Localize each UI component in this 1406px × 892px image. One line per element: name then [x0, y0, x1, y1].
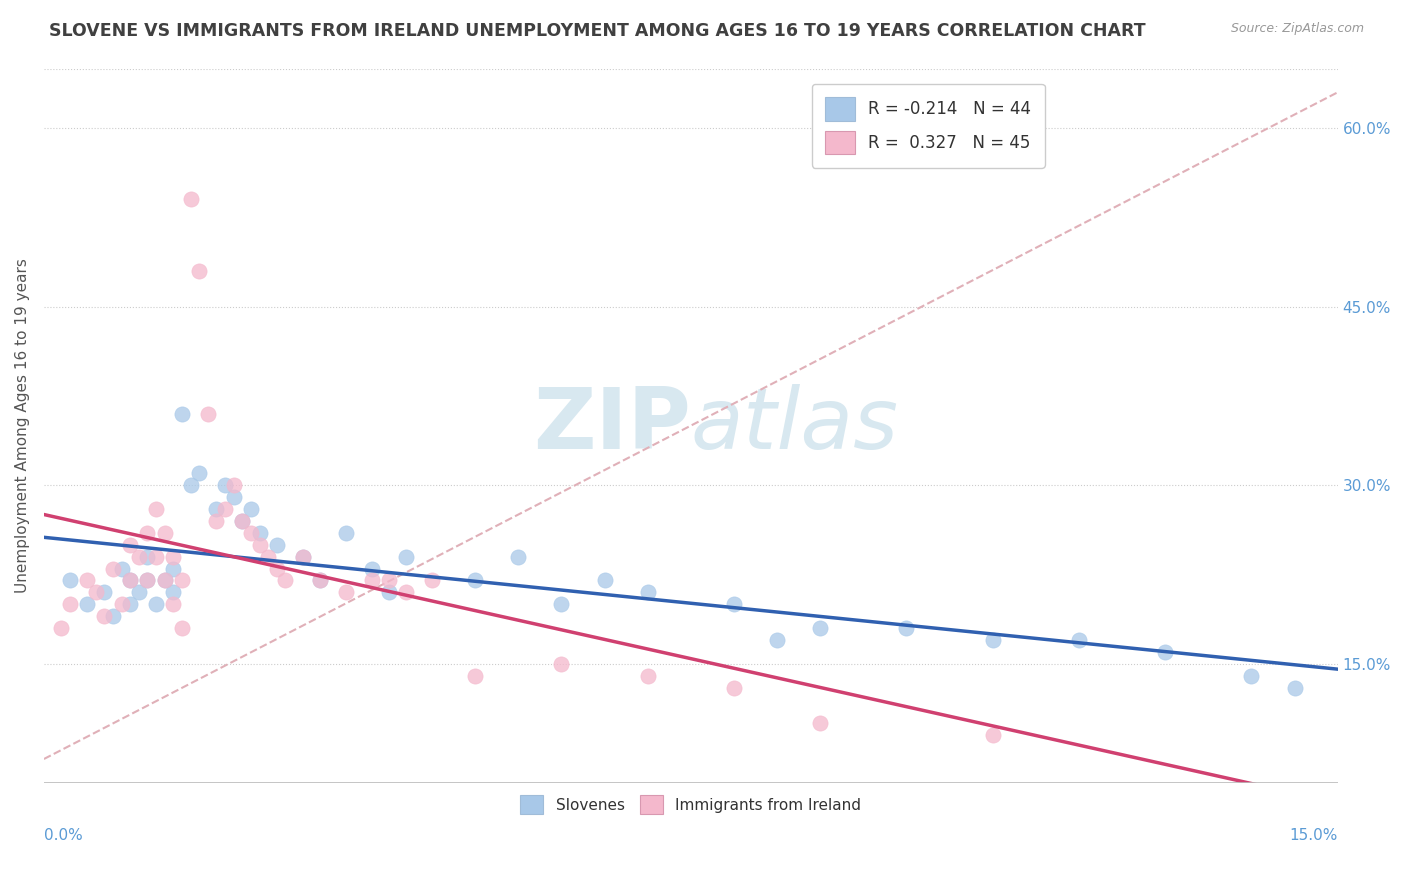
Point	[101, 561, 124, 575]
Point	[222, 490, 245, 504]
Point	[197, 407, 219, 421]
Point	[981, 632, 1004, 647]
Point	[395, 549, 418, 564]
Text: ZIP: ZIP	[533, 384, 690, 467]
Point	[170, 407, 193, 421]
Point	[153, 525, 176, 540]
Point	[266, 538, 288, 552]
Point	[188, 467, 211, 481]
Point	[1154, 645, 1177, 659]
Point	[110, 561, 132, 575]
Point	[145, 502, 167, 516]
Text: 0.0%: 0.0%	[44, 828, 83, 843]
Y-axis label: Unemployment Among Ages 16 to 19 years: Unemployment Among Ages 16 to 19 years	[15, 258, 30, 593]
Point	[508, 549, 530, 564]
Text: 15.0%: 15.0%	[1289, 828, 1337, 843]
Point	[309, 574, 332, 588]
Point	[335, 585, 357, 599]
Text: SLOVENE VS IMMIGRANTS FROM IRELAND UNEMPLOYMENT AMONG AGES 16 TO 19 YEARS CORREL: SLOVENE VS IMMIGRANTS FROM IRELAND UNEMP…	[49, 22, 1146, 40]
Point	[128, 585, 150, 599]
Text: atlas: atlas	[690, 384, 898, 467]
Point	[59, 574, 82, 588]
Point	[239, 525, 262, 540]
Point	[420, 574, 443, 588]
Point	[84, 585, 107, 599]
Point	[170, 621, 193, 635]
Legend: Slovenes, Immigrants from Ireland: Slovenes, Immigrants from Ireland	[513, 788, 869, 822]
Point	[266, 561, 288, 575]
Point	[360, 574, 382, 588]
Point	[291, 549, 314, 564]
Point	[550, 657, 572, 671]
Point	[896, 621, 918, 635]
Point	[1240, 668, 1263, 682]
Point	[153, 574, 176, 588]
Point	[76, 574, 98, 588]
Point	[180, 193, 202, 207]
Point	[136, 574, 159, 588]
Point	[101, 609, 124, 624]
Point	[205, 502, 228, 516]
Point	[239, 502, 262, 516]
Point	[110, 597, 132, 611]
Point	[981, 728, 1004, 742]
Point	[637, 585, 659, 599]
Point	[593, 574, 616, 588]
Point	[214, 478, 236, 492]
Point	[231, 514, 253, 528]
Point	[723, 597, 745, 611]
Point	[231, 514, 253, 528]
Point	[291, 549, 314, 564]
Point	[1067, 632, 1090, 647]
Point	[808, 621, 831, 635]
Point	[120, 574, 142, 588]
Point	[274, 574, 297, 588]
Point	[162, 561, 184, 575]
Point	[550, 597, 572, 611]
Point	[136, 525, 159, 540]
Point	[153, 574, 176, 588]
Point	[162, 585, 184, 599]
Point	[464, 574, 486, 588]
Point	[249, 525, 271, 540]
Point	[1284, 681, 1306, 695]
Text: Source: ZipAtlas.com: Source: ZipAtlas.com	[1230, 22, 1364, 36]
Point	[76, 597, 98, 611]
Point	[136, 549, 159, 564]
Point	[188, 264, 211, 278]
Point	[378, 585, 401, 599]
Point	[145, 549, 167, 564]
Point	[723, 681, 745, 695]
Point	[162, 549, 184, 564]
Point	[49, 621, 72, 635]
Point	[59, 597, 82, 611]
Point	[136, 574, 159, 588]
Point	[180, 478, 202, 492]
Point	[170, 574, 193, 588]
Point	[120, 538, 142, 552]
Point	[249, 538, 271, 552]
Point	[360, 561, 382, 575]
Point	[222, 478, 245, 492]
Point	[637, 668, 659, 682]
Point	[464, 668, 486, 682]
Point	[309, 574, 332, 588]
Point	[93, 609, 115, 624]
Point	[205, 514, 228, 528]
Point	[128, 549, 150, 564]
Point	[378, 574, 401, 588]
Point	[808, 716, 831, 731]
Point	[93, 585, 115, 599]
Point	[120, 597, 142, 611]
Point	[162, 597, 184, 611]
Point	[214, 502, 236, 516]
Point	[120, 574, 142, 588]
Point	[395, 585, 418, 599]
Point	[145, 597, 167, 611]
Point	[766, 632, 789, 647]
Point	[335, 525, 357, 540]
Point	[257, 549, 280, 564]
